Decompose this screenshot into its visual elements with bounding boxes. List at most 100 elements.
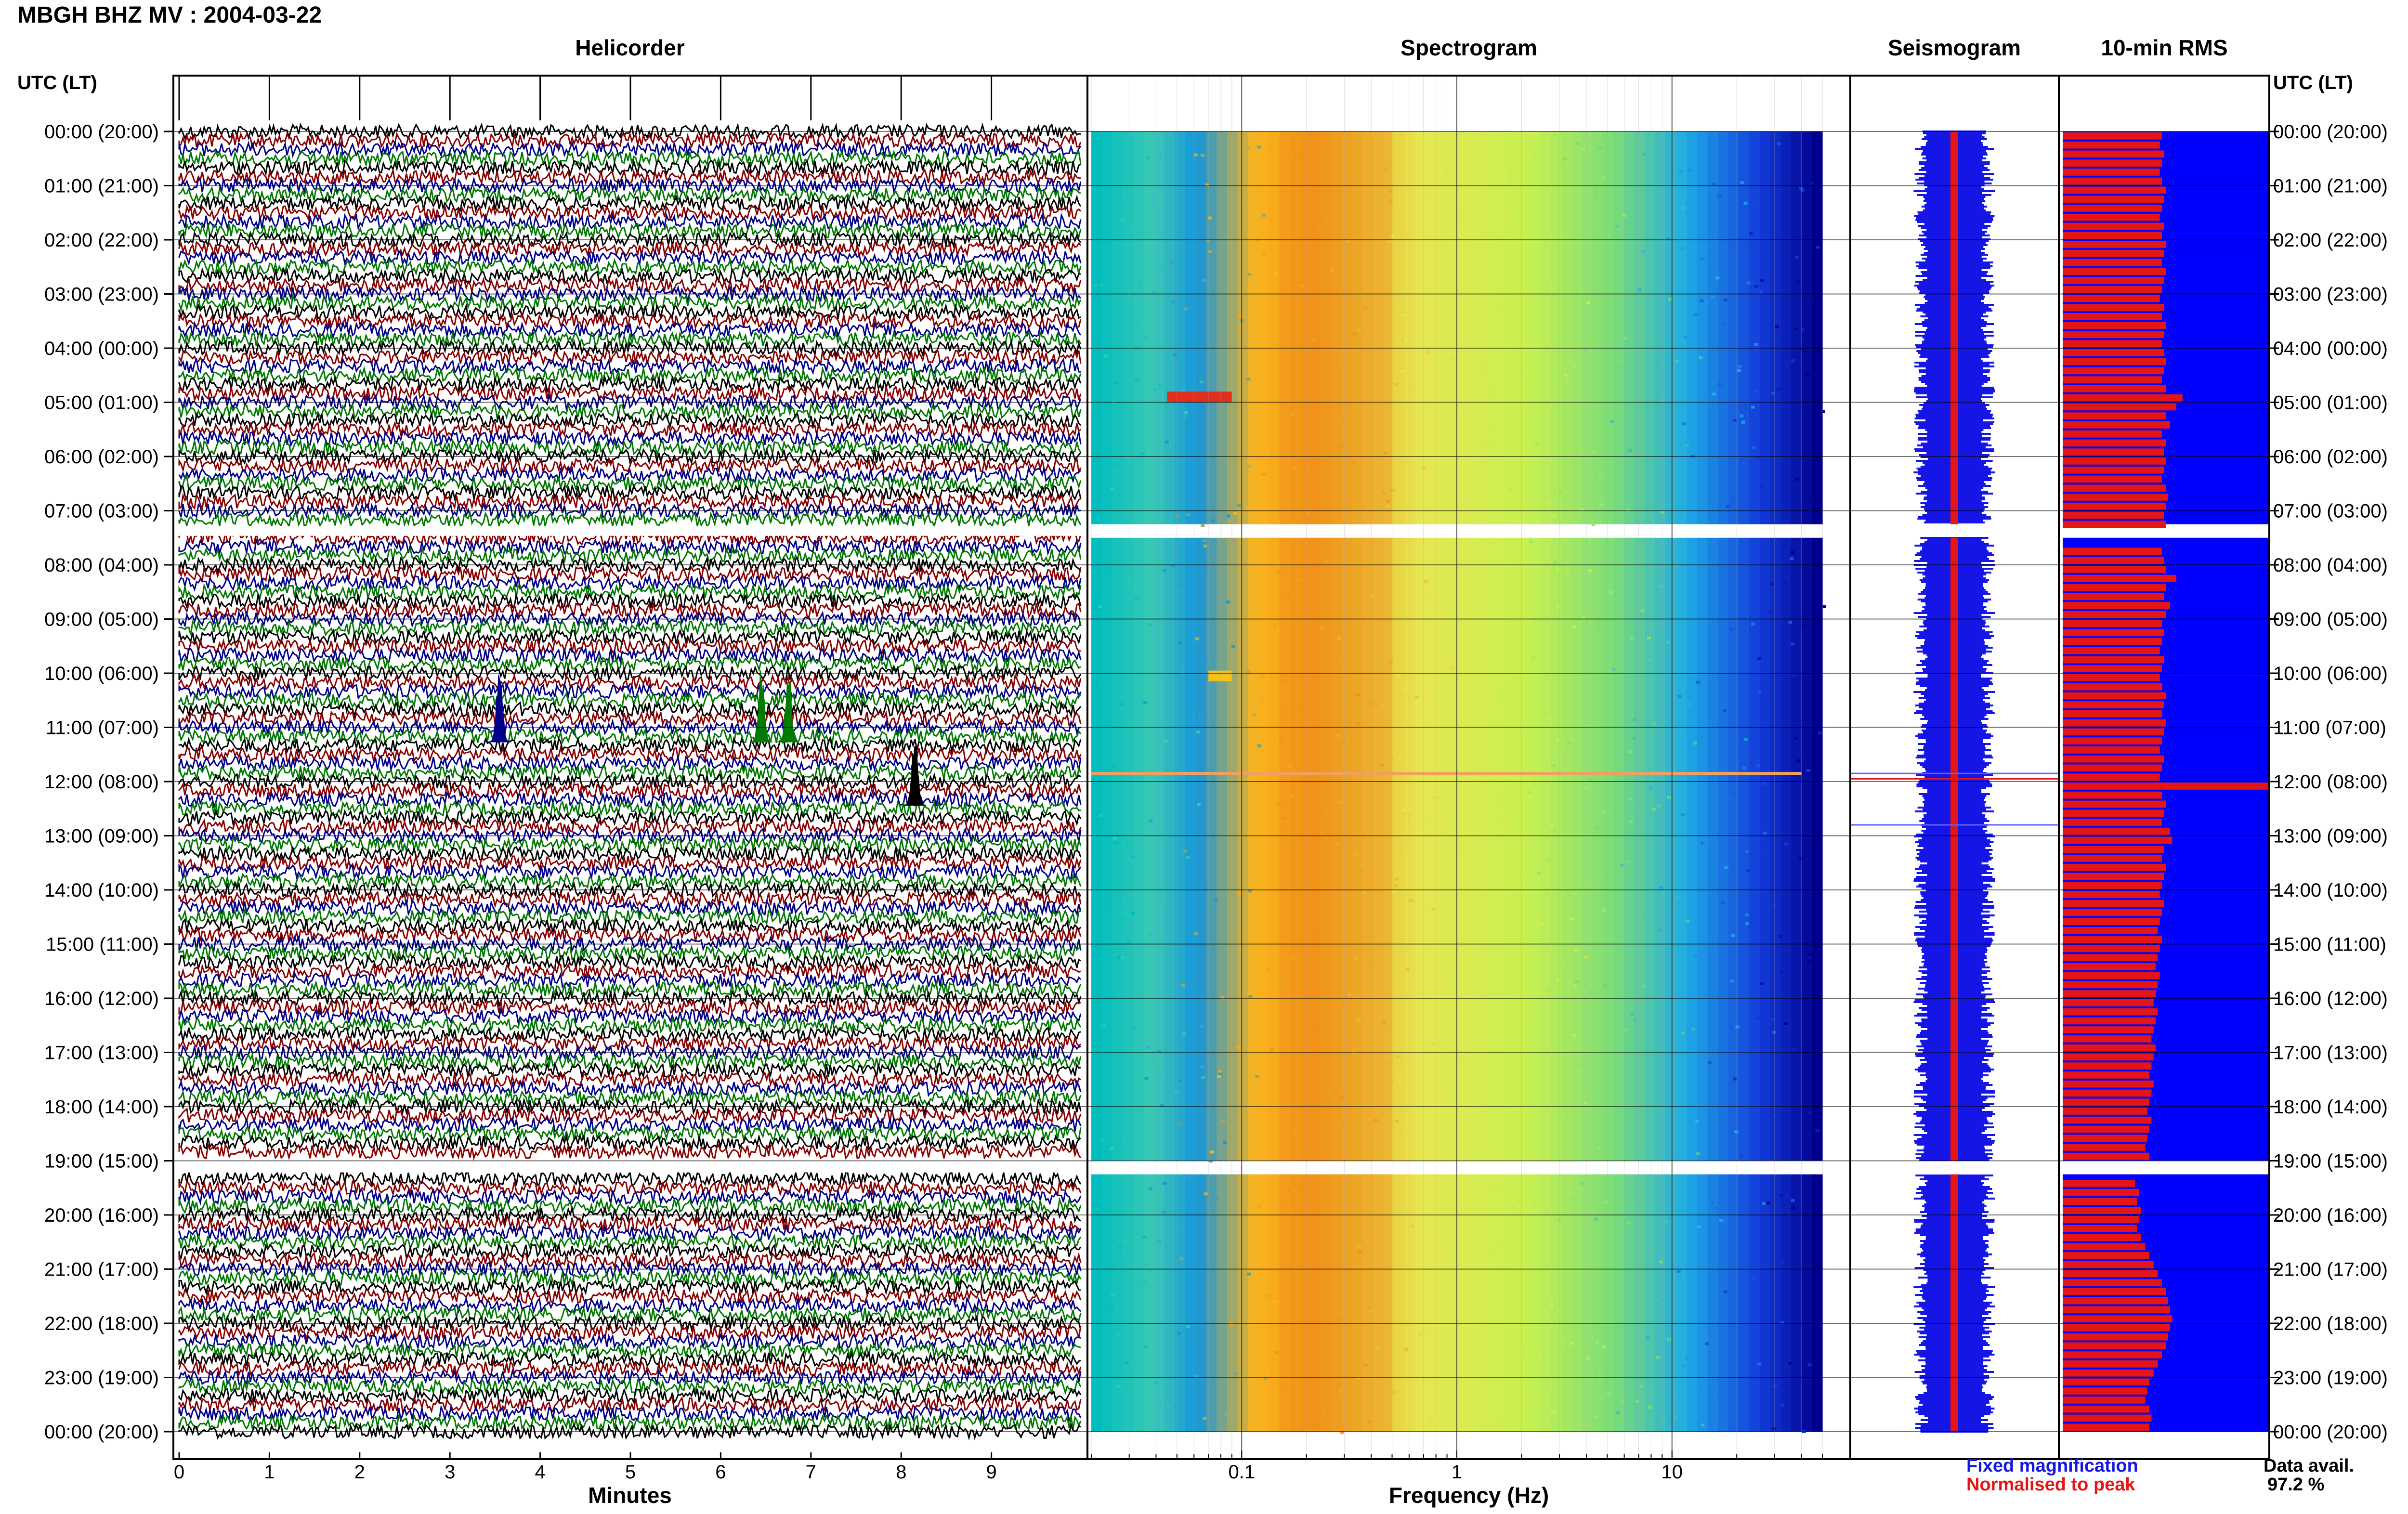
spectrogram-speckle [1771, 1018, 1775, 1021]
spectrogram-speckle [1320, 420, 1324, 423]
spectrogram-xtick-label: 0.1 [1228, 1462, 1255, 1483]
spectrogram-speckle [1751, 622, 1755, 626]
helicorder-trace [178, 1323, 1082, 1342]
spectrogram-speckle [1356, 723, 1361, 726]
helicorder-trace [178, 1305, 1082, 1324]
spectrogram-speckle [1505, 716, 1509, 719]
spectrogram-speckle [1597, 1147, 1601, 1150]
spectrogram-speckle [1445, 298, 1449, 301]
spectrogram-column [1509, 131, 1520, 524]
spectrogram-speckle [1165, 440, 1169, 444]
spectrogram-speckle [1571, 665, 1575, 668]
spectrogram-speckle [1740, 181, 1744, 184]
spectrogram-speckle [1666, 237, 1670, 241]
spectrogram-speckle [1648, 785, 1652, 789]
spectrogram-speckle [1203, 887, 1207, 890]
spectrogram-speckle [1163, 1182, 1167, 1185]
spectrogram-column [1269, 1174, 1280, 1432]
spectrogram-speckle [1551, 763, 1556, 767]
spectrogram-speckle [1546, 501, 1550, 505]
helicorder-trace [178, 203, 1082, 222]
spectrogram-speckle [1688, 703, 1692, 706]
spectrogram-speckle [1383, 1425, 1387, 1428]
spectrogram-speckle [1184, 307, 1188, 311]
rms-normalised-bar [2063, 1188, 2139, 1196]
spectrogram-speckle [1557, 978, 1561, 981]
spectrogram-speckle [1161, 267, 1165, 271]
helicorder-trace [178, 989, 1082, 1008]
spectrogram-speckle [1685, 444, 1689, 447]
spectrogram-speckle [1388, 190, 1393, 193]
spectrogram-speckle [1771, 392, 1775, 395]
spectrogram-column [1478, 131, 1489, 524]
spectrogram-speckle [1357, 1018, 1361, 1021]
spectrogram-speckle [1594, 1415, 1598, 1419]
spectrogram-speckle [1246, 1272, 1251, 1276]
spectrogram-column [1634, 537, 1646, 1161]
spectrogram-column [1488, 1174, 1499, 1432]
rms-normalised-bar [2063, 1035, 2152, 1043]
spectrogram-speckle [1364, 420, 1368, 424]
spectrogram-speckle [1126, 582, 1131, 585]
helicorder-trace [178, 736, 1082, 755]
spectrogram-speckle [1634, 318, 1638, 321]
spectrogram-speckle [1164, 1426, 1168, 1429]
spectrogram-speckle [1431, 908, 1436, 911]
spectrogram-speckle [1538, 1358, 1542, 1361]
spectrogram-column [1655, 537, 1666, 1161]
spectrogram-speckle [1246, 670, 1250, 673]
spectrogram-speckle [1625, 323, 1630, 326]
spectrogram-speckle [1279, 829, 1283, 833]
spectrogram-speckle [1558, 490, 1563, 493]
spectrogram-speckle [1639, 1385, 1644, 1388]
spectrogram-speckle [1625, 509, 1630, 512]
time-label-left: 01:00 (21:00) [44, 176, 159, 197]
helicorder-trace [178, 1034, 1082, 1053]
rms-normalised-bar [2063, 1360, 2158, 1368]
rms-normalised-bar [2063, 755, 2164, 763]
spectrogram-speckle [1111, 996, 1115, 999]
spectrogram-column [1154, 1174, 1165, 1432]
spectrogram-column [1498, 537, 1510, 1161]
helicorder-xtick-label: 5 [625, 1462, 636, 1483]
spectrogram-speckle [1442, 728, 1447, 731]
spectrogram-speckle [1273, 1300, 1277, 1303]
spectrogram-speckle [1186, 1325, 1191, 1329]
rms-normalised-bar [2063, 448, 2164, 456]
spectrogram-speckle [1458, 412, 1463, 415]
spectrogram-speckle [1612, 235, 1616, 238]
spectrogram-column [1697, 131, 1708, 524]
spectrogram-speckle [1684, 336, 1688, 339]
spectrogram-speckle [1341, 459, 1346, 463]
spectrogram-speckle [1149, 819, 1153, 822]
helicorder-xtick-label: 6 [715, 1462, 726, 1483]
time-label-right: 12:00 (08:00) [2273, 771, 2388, 793]
spectrogram-speckle [1346, 240, 1350, 243]
spectrogram-speckle [1221, 1120, 1225, 1123]
helicorder-trace [178, 763, 1082, 782]
helicorder-trace [178, 1233, 1082, 1251]
spectrogram-speckle [1551, 287, 1556, 290]
helicorder-traces [177, 122, 1084, 1441]
spectrogram-speckle [1449, 666, 1453, 669]
spectrogram-column [1707, 131, 1718, 524]
spectrogram-speckle [1125, 456, 1129, 459]
spectrogram-speckle [1489, 779, 1493, 782]
spectrogram-speckle [1468, 488, 1473, 491]
spectrogram-speckle [1405, 877, 1410, 881]
spectrogram-speckle [1556, 386, 1560, 389]
spectrogram-speckle [1395, 877, 1399, 881]
helicorder-trace [178, 275, 1082, 295]
spectrogram-speckle [1799, 857, 1803, 860]
spectrogram-speckle [1324, 560, 1328, 563]
spectrogram-speckle [1124, 1240, 1128, 1244]
helicorder-trace [178, 1251, 1082, 1269]
spectrogram-speckle [1361, 293, 1364, 297]
spectrogram-column [1582, 131, 1593, 524]
time-label-right: 19:00 (15:00) [2273, 1151, 2388, 1172]
spectrogram-speckle [1593, 190, 1597, 193]
rms-normalised-bar [2063, 836, 2172, 844]
rms-normalised-bar [2063, 186, 2166, 194]
spectrogram-speckle [1336, 734, 1341, 737]
spectrogram-speckle [1183, 849, 1188, 853]
